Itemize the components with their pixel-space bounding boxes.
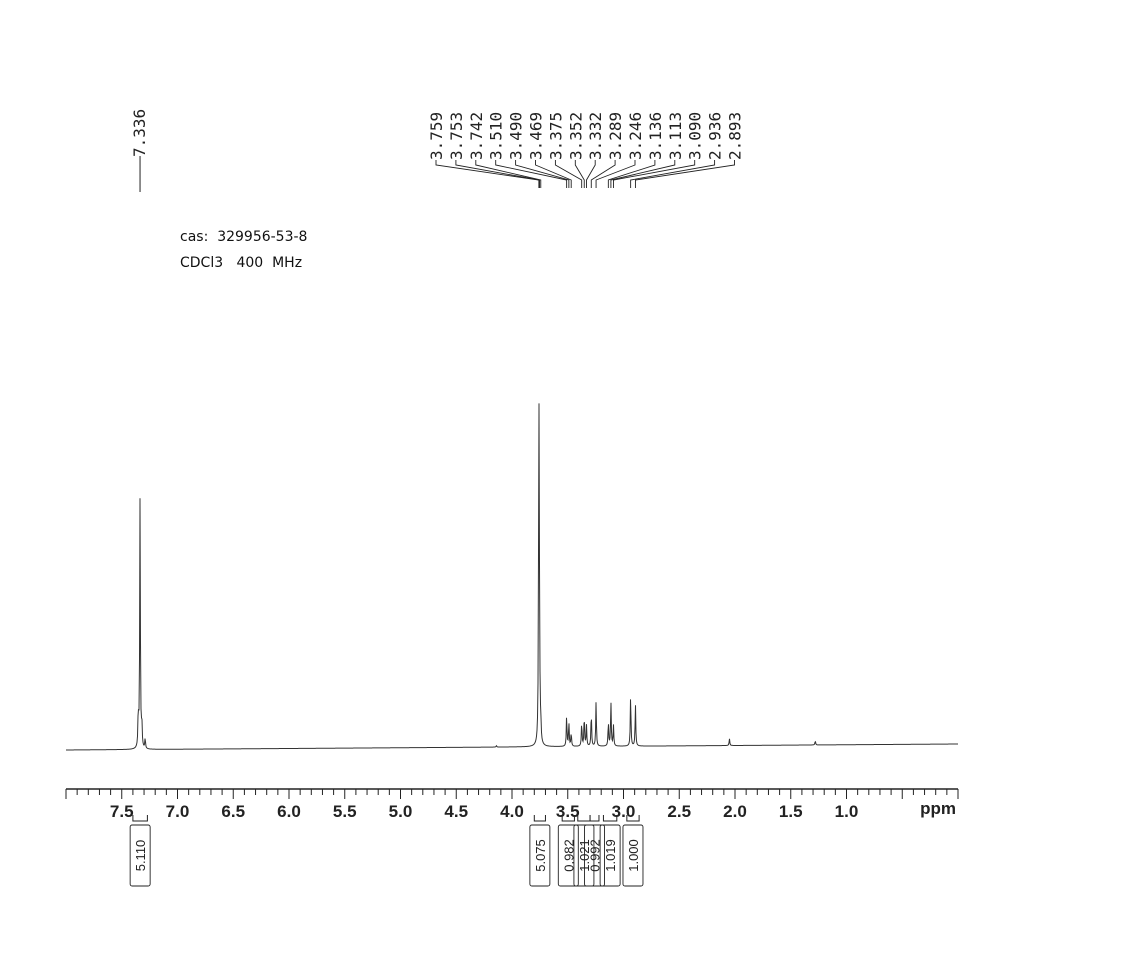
peak-leader-line: [435, 160, 540, 188]
peak-label: 3.753: [447, 112, 466, 160]
integral-value-label: 0.992: [588, 839, 603, 872]
integral-value-box: [584, 824, 605, 887]
peak-label: 2.893: [726, 112, 745, 160]
x-tick-label: 7.5: [110, 802, 134, 821]
integral-value-label: 0.982: [561, 839, 576, 872]
integral-value-box: [557, 824, 579, 887]
peak-label: 3.469: [527, 112, 546, 160]
peak-leader-line: [574, 160, 585, 188]
x-tick-label: 6.5: [221, 802, 245, 821]
peak-leader-line: [613, 160, 696, 188]
integral-value-label: 1.019: [603, 839, 618, 872]
peak-label: 3.375: [546, 112, 565, 160]
peak-leader-line: [515, 160, 570, 188]
x-tick-label: 3.0: [612, 802, 636, 821]
integral-value-label: 5.110: [133, 840, 148, 872]
x-tick-label: 5.0: [389, 802, 413, 821]
integral-bracket: [626, 815, 640, 822]
peak-label: 7.336: [130, 109, 149, 157]
peak-leader-line: [535, 160, 572, 188]
x-tick-label: 1.5: [779, 802, 803, 821]
integral-value-box: [573, 824, 595, 887]
peak-leader-line: [495, 160, 568, 188]
peak-leader-line: [610, 160, 676, 188]
peak-label: 3.136: [646, 112, 665, 160]
peak-leader-line: [586, 160, 596, 188]
peak-leader-line: [607, 160, 656, 188]
integral-bracket: [577, 815, 591, 822]
integral-value-box: [129, 824, 151, 887]
integral-value-label: 1.000: [626, 839, 641, 872]
spectrum-trace: [66, 403, 958, 751]
integral-bracket: [132, 815, 148, 822]
integral-bracket: [533, 815, 546, 822]
peak-label: 3.113: [666, 112, 685, 160]
integral-bracket: [561, 815, 575, 822]
peak-leader-line: [475, 160, 542, 188]
x-tick-label: 2.0: [723, 802, 747, 821]
peak-label: 2.936: [706, 112, 725, 160]
peak-leader-line: [595, 160, 636, 188]
peak-leader-line: [554, 160, 583, 188]
x-tick-label: 2.5: [667, 802, 691, 821]
peak-leader-line: [634, 160, 735, 188]
peak-label: 3.352: [566, 112, 585, 160]
x-tick-label: 4.5: [444, 802, 468, 821]
solvent-frequency-label: CDCl3 400 MHz: [180, 255, 303, 271]
x-tick-label: 6.0: [277, 802, 301, 821]
sample-cas-label: cas: 329956-53-8: [180, 229, 308, 245]
integral-value-box: [599, 824, 621, 887]
x-tick-label: 5.5: [333, 802, 357, 821]
x-tick-label: 1.0: [835, 802, 859, 821]
peak-leader-line: [590, 160, 616, 188]
integral-value-label: 5.075: [533, 839, 548, 872]
x-tick-label: 3.5: [556, 802, 580, 821]
peak-label: 3.742: [467, 112, 486, 160]
peak-leader-line: [455, 160, 540, 188]
peak-label: 3.759: [427, 112, 446, 160]
peak-leader-line: [630, 160, 716, 188]
peak-label: 3.332: [586, 112, 605, 160]
integral-value-box: [622, 824, 644, 887]
x-tick-label: 4.0: [500, 802, 524, 821]
x-tick-label: 7.0: [166, 802, 190, 821]
peak-label: 3.510: [487, 112, 506, 160]
x-axis-unit-label: ppm: [920, 799, 956, 818]
integral-value-box: [529, 824, 551, 887]
peak-label: 3.246: [626, 112, 645, 160]
peak-label: 3.490: [507, 112, 526, 160]
peak-label: 3.289: [606, 112, 625, 160]
integral-bracket: [602, 815, 618, 822]
integral-bracket: [589, 815, 600, 822]
peak-label: 3.090: [686, 112, 705, 160]
